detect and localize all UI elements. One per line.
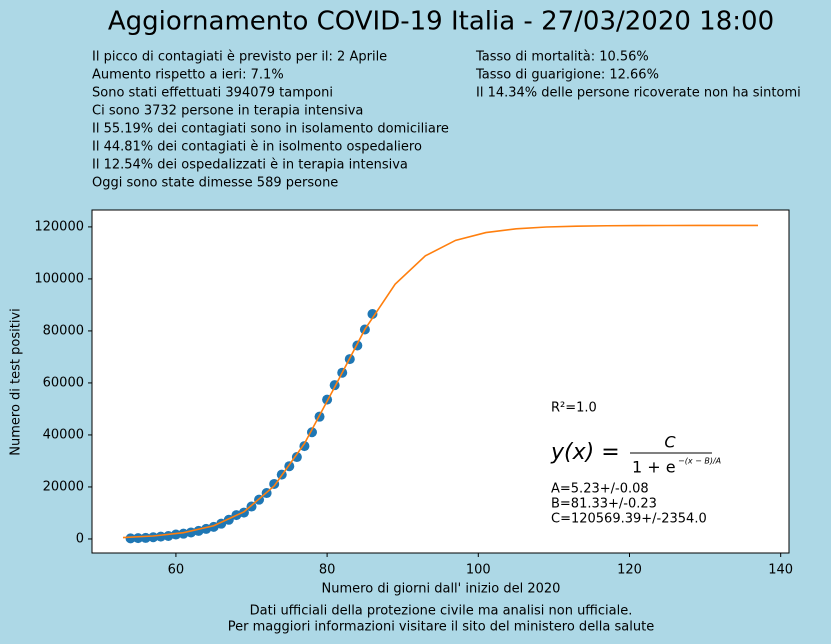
data-point — [148, 532, 159, 543]
info-note: Tasso di guarigione: 12.66% — [475, 68, 659, 83]
y-tick-label: 40000 — [43, 427, 84, 442]
y-tick-label: 0 — [76, 531, 84, 546]
fit-param: A=5.23+/-0.08 — [551, 482, 649, 497]
info-note: Oggi sono state dimesse 589 persone — [92, 176, 338, 191]
data-point — [170, 529, 181, 540]
info-note: Tasso di mortalità: 10.56% — [475, 50, 649, 65]
info-note: Sono stati effettuati 394079 tamponi — [92, 86, 333, 101]
fit-param: C=120569.39+/-2354.0 — [551, 512, 707, 527]
y-tick-label: 120000 — [34, 219, 84, 234]
data-point — [367, 309, 378, 320]
data-point — [291, 452, 302, 463]
data-point — [140, 532, 151, 543]
info-note: Il 12.54% dei ospedalizzati è in terapia… — [92, 158, 408, 173]
footer: Dati ufficiali della protezione civile m… — [250, 604, 633, 619]
x-axis-label: Numero di giorni dall' inizio del 2020 — [322, 582, 561, 597]
formula-denominator: 1 + e — [632, 458, 676, 477]
data-point — [133, 533, 144, 544]
y-tick-label: 20000 — [43, 479, 84, 494]
data-point — [178, 528, 189, 539]
chart-title: Aggiornamento COVID-19 Italia - 27/03/20… — [108, 7, 774, 37]
formula-exponent: −(x − B)/A — [678, 457, 721, 466]
info-note: Il 55.19% dei contagiati sono in isolame… — [92, 122, 449, 137]
info-note: Ci sono 3732 persone in terapia intensiv… — [92, 104, 363, 119]
info-note: Il picco di contagiati è previsto per il… — [92, 50, 387, 65]
info-note: Il 14.34% delle persone ricoverate non h… — [476, 86, 801, 101]
x-tick-label: 120 — [617, 563, 642, 578]
footer: Per maggiori informazioni visitare il si… — [228, 620, 654, 635]
x-tick-label: 140 — [768, 563, 793, 578]
data-point — [125, 533, 136, 544]
y-tick-label: 60000 — [43, 375, 84, 390]
formula-numerator: C — [664, 433, 676, 452]
plot-area — [91, 209, 790, 554]
info-note: Il 44.81% dei contagiati è in isolmento … — [92, 140, 422, 155]
fit-param: B=81.33+/-0.23 — [551, 497, 657, 512]
data-point — [299, 441, 310, 452]
y-tick-label: 80000 — [43, 323, 84, 338]
x-tick-label: 100 — [466, 563, 491, 578]
info-note: Aumento rispetto a ieri: 7.1% — [92, 68, 284, 83]
y-axis-label: Numero di test positivi — [9, 308, 24, 455]
x-tick-label: 80 — [319, 563, 336, 578]
x-tick-label: 60 — [168, 563, 185, 578]
r2-annotation: R²=1.0 — [551, 401, 597, 416]
fit-line — [122, 224, 759, 539]
y-tick-label: 100000 — [34, 271, 84, 286]
formula-lhs: y(x) = — [550, 440, 620, 465]
